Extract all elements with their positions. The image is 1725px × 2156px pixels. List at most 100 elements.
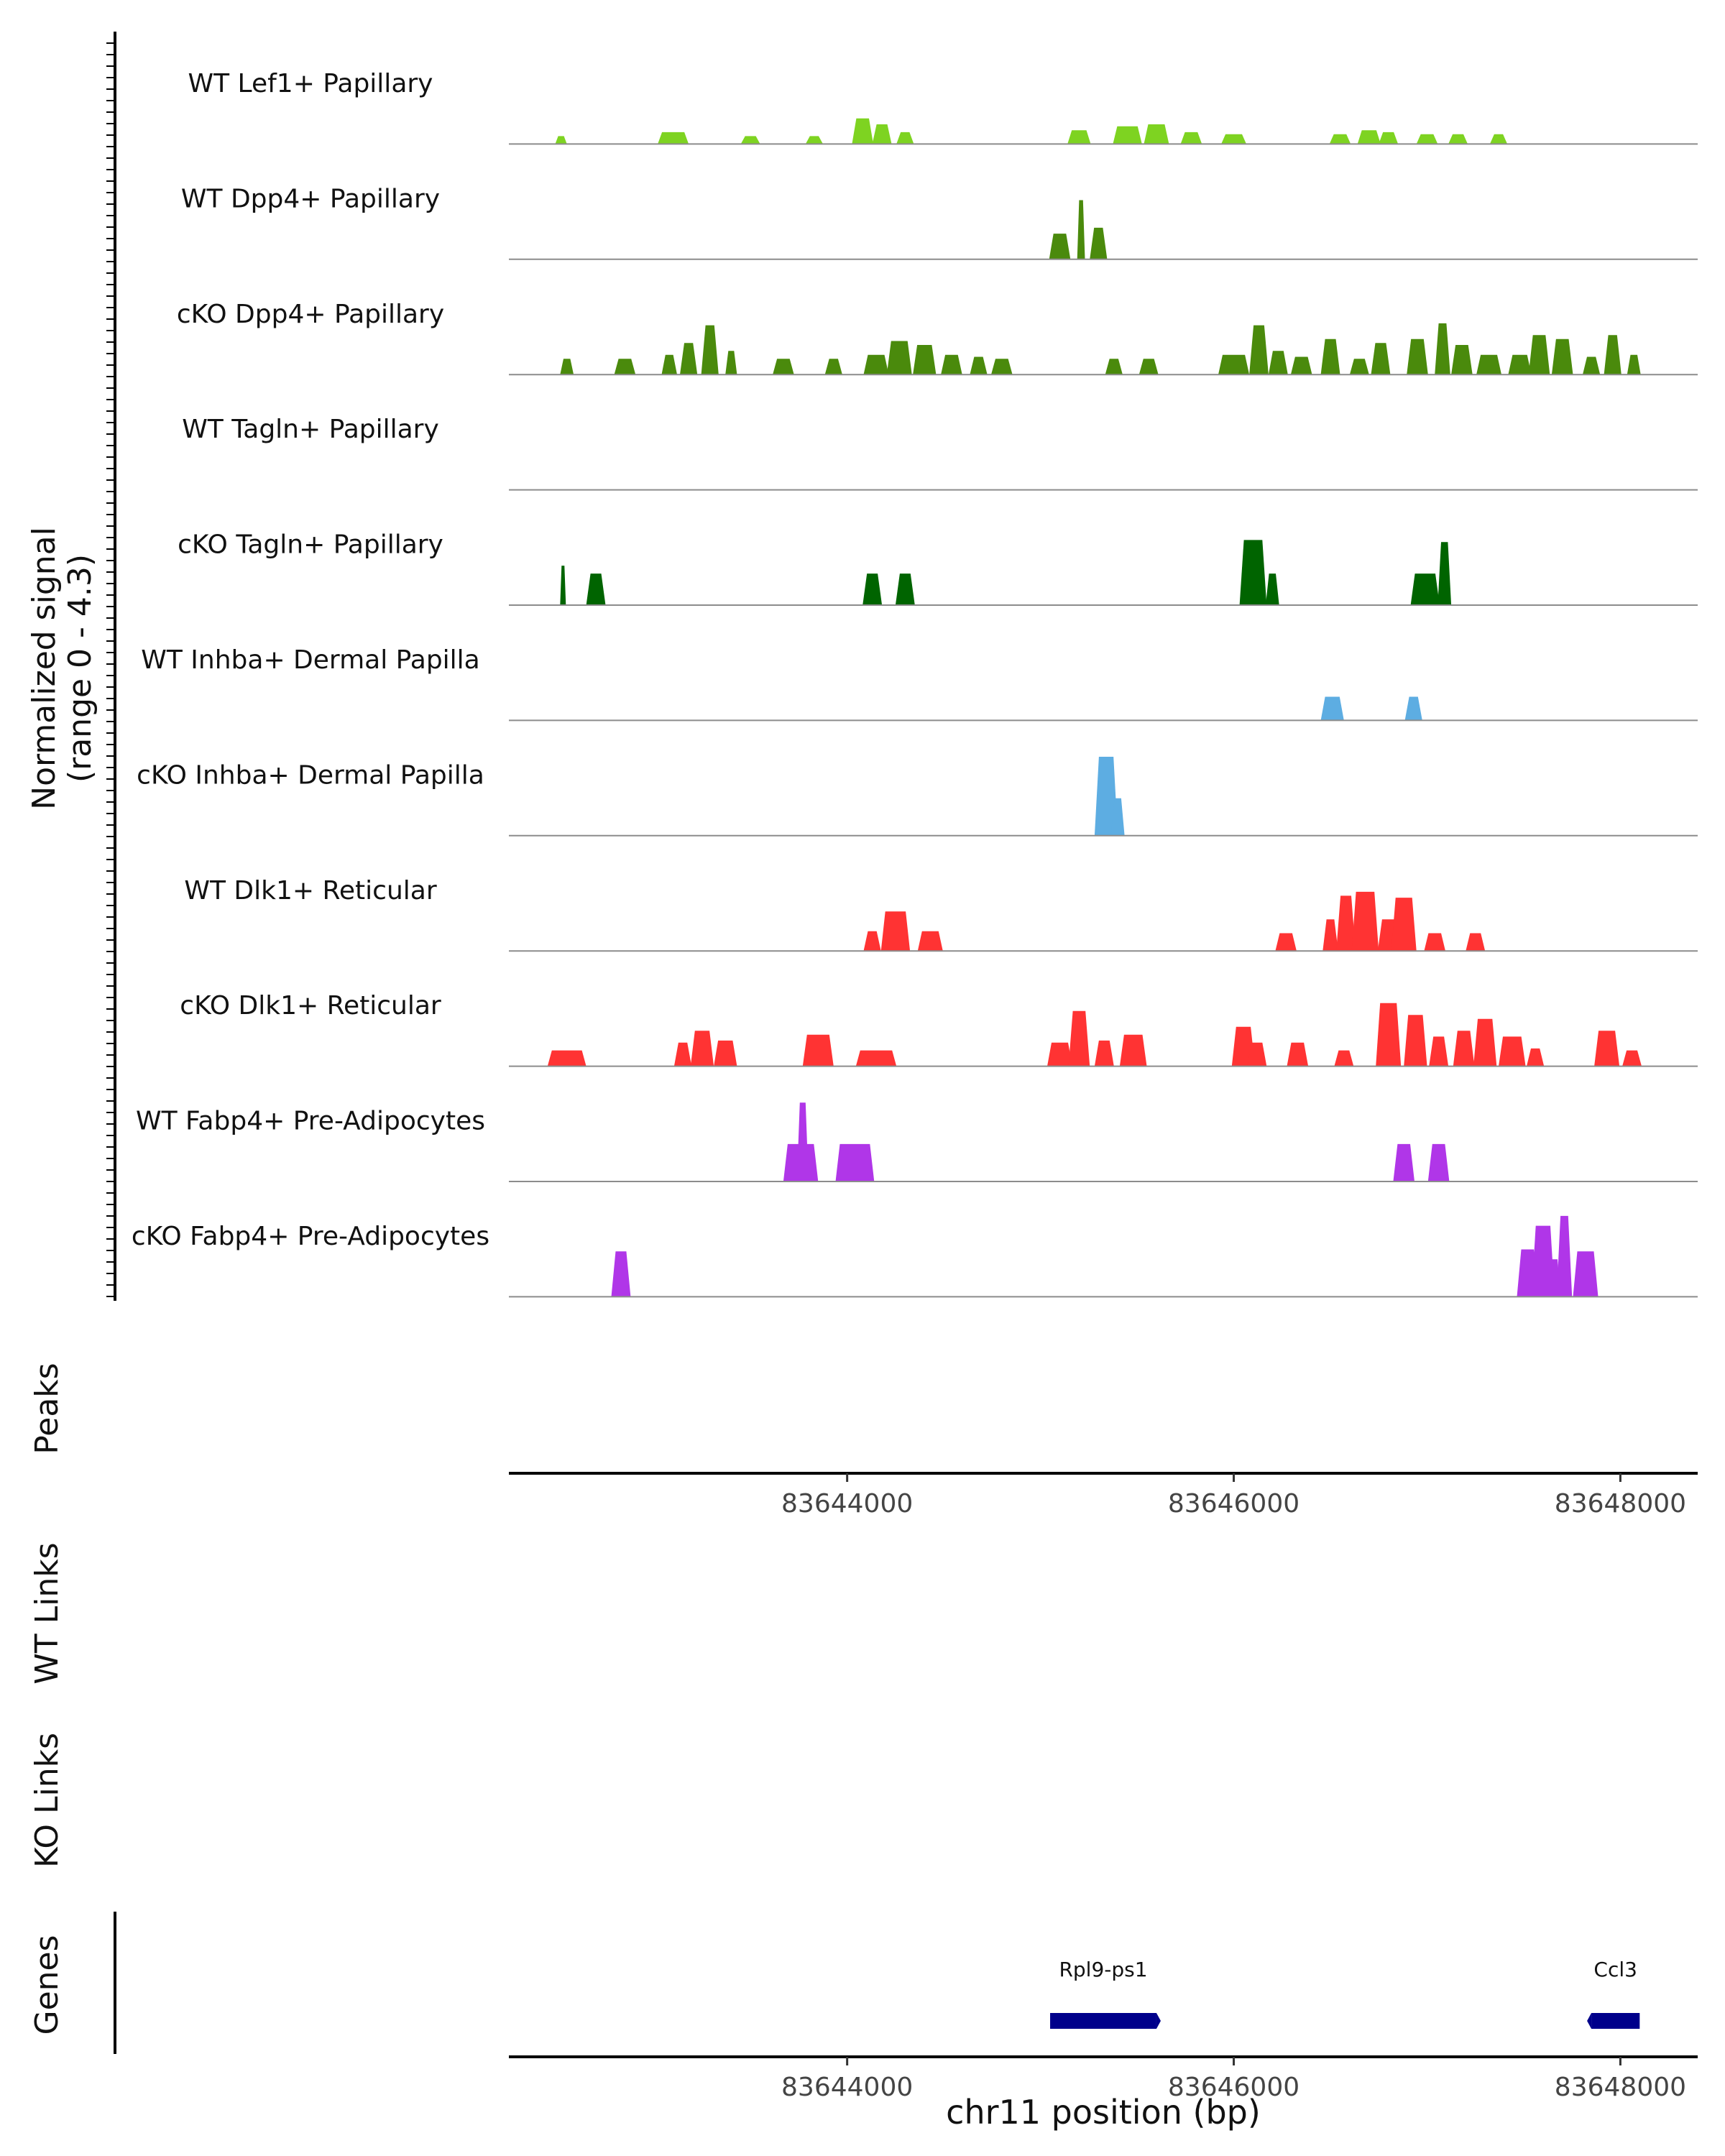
- coverage-peak: [1180, 132, 1202, 144]
- coverage-peak: [917, 931, 943, 952]
- coverage-peak: [941, 354, 962, 375]
- coverage-peak: [1047, 1042, 1072, 1067]
- x-tick-label: 83646000: [1168, 2073, 1300, 2102]
- coverage-peak: [1320, 338, 1340, 375]
- coverage-track: WT Inhba+ Dermal Papilla: [141, 645, 1698, 722]
- coverage-peak: [1424, 933, 1445, 952]
- track-label: cKO Fabp4+ Pre-Adipocytes: [132, 1222, 489, 1251]
- coverage-peak: [796, 1102, 809, 1181]
- coverage-peak: [1376, 1003, 1402, 1067]
- coverage-track: cKO Dpp4+ Papillary: [177, 300, 1698, 376]
- coverage-peak: [1622, 1050, 1642, 1067]
- coverage-peak: [773, 359, 794, 375]
- gene-strand-arrow: [1156, 2013, 1161, 2029]
- coverage-peak: [1489, 134, 1508, 144]
- coverage-peak: [673, 1042, 692, 1067]
- coverage-peak: [1094, 1040, 1114, 1067]
- coverage-peak: [1105, 359, 1123, 375]
- track-label: cKO Dpp4+ Papillary: [177, 300, 444, 329]
- signal-axis-range-label: (range 0 - 4.3): [62, 554, 98, 783]
- coverage-peak: [680, 343, 698, 375]
- gene-label: Ccl3: [1593, 1958, 1637, 1981]
- gene-annotations: Rpl9-ps1 Ccl3: [1050, 1958, 1640, 2029]
- coverage-peak: [1527, 1048, 1545, 1067]
- gene-model: Ccl3: [1587, 1958, 1640, 2029]
- x-axis-title: chr11 position (bp): [946, 2093, 1261, 2132]
- peaks-panel-label: Peaks: [29, 1363, 65, 1454]
- track-label: WT Lef1+ Papillary: [188, 69, 433, 98]
- coverage-peak: [1556, 1215, 1573, 1297]
- coverage-peak: [1239, 540, 1267, 605]
- gene-exon: [1050, 2013, 1156, 2029]
- coverage-peak: [1067, 130, 1091, 144]
- genes-x-axis: 83644000 83646000 83648000: [781, 2057, 1686, 2102]
- coverage-peak: [863, 931, 881, 952]
- coverage-peak: [1090, 227, 1108, 259]
- track-label: WT Dpp4+ Papillary: [181, 184, 440, 213]
- coverage-peak: [1476, 354, 1501, 375]
- coverage-peak: [661, 354, 677, 375]
- x-tick-label: 83644000: [781, 2073, 913, 2102]
- coverage-peak: [1594, 1031, 1620, 1067]
- coverage-peak: [1410, 573, 1440, 605]
- coverage-peak: [852, 118, 873, 144]
- coverage-peak: [1508, 354, 1532, 375]
- coverage-peak: [1068, 1010, 1090, 1067]
- coverage-track: WT Tagln+ Papillary: [182, 415, 1698, 491]
- coverage-peak: [862, 573, 883, 605]
- coverage-peak: [1404, 1015, 1427, 1067]
- coverage-peak: [1218, 354, 1250, 375]
- coverage-peak: [872, 124, 892, 144]
- coverage-peak: [586, 573, 606, 605]
- coverage-peak: [1551, 338, 1573, 375]
- track-label: cKO Inhba+ Dermal Papilla: [137, 760, 484, 790]
- coverage-peak: [1287, 1042, 1309, 1067]
- gene-model: Rpl9-ps1: [1050, 1958, 1161, 2029]
- coverage-peak: [1049, 234, 1071, 259]
- coverage-peak: [658, 132, 689, 144]
- coverage-peak: [1077, 200, 1085, 259]
- coverage-peak: [1448, 134, 1468, 144]
- coverage-peak: [1322, 919, 1338, 952]
- coverage-peak: [1391, 898, 1417, 952]
- signal-axis-label: Normalized signal: [26, 527, 63, 810]
- coverage-peak: [1371, 343, 1391, 375]
- coverage-track: WT Dpp4+ Papillary: [181, 184, 1698, 260]
- wt-links-panel-label: WT Links: [29, 1542, 65, 1684]
- coverage-peak: [802, 1034, 834, 1067]
- x-tick-label: 83644000: [781, 1489, 913, 1519]
- coverage-peak: [611, 1251, 631, 1297]
- coverage-peak: [701, 325, 719, 375]
- coverage-peak: [863, 354, 889, 375]
- x-tick-label: 83648000: [1555, 2073, 1686, 2102]
- coverage-peak: [1438, 542, 1452, 605]
- coverage-track: WT Dlk1+ Reticular: [184, 876, 1698, 952]
- coverage-peak: [555, 136, 567, 144]
- signal-axis-ticks: [106, 42, 115, 1297]
- track-label: cKO Tagln+ Papillary: [178, 530, 443, 560]
- coverage-track: cKO Inhba+ Dermal Papilla: [137, 757, 1698, 837]
- coverage-peak: [1138, 359, 1159, 375]
- genes-panel-label: Genes: [29, 1935, 65, 2035]
- track-label: WT Fabp4+ Pre-Adipocytes: [136, 1107, 485, 1136]
- coverage-peak: [1320, 696, 1344, 721]
- coverage-peak: [1265, 573, 1279, 605]
- gene-label: Rpl9-ps1: [1059, 1958, 1147, 1981]
- coverage-peak: [880, 911, 911, 952]
- coverage-peak: [1351, 891, 1379, 952]
- coverage-peak: [1379, 132, 1399, 144]
- coverage-peak: [1247, 1042, 1267, 1067]
- coverage-peak: [1573, 1251, 1598, 1297]
- coverage-peak: [970, 356, 988, 375]
- gene-exon: [1591, 2013, 1640, 2029]
- coverage-track: cKO Dlk1+ Reticular: [180, 991, 1698, 1067]
- coverage-peak: [886, 341, 912, 375]
- coverage-peak: [1393, 1143, 1414, 1181]
- coverage-peak: [1268, 351, 1288, 375]
- coverage-peak: [1119, 1034, 1147, 1067]
- x-tick-label: 83646000: [1168, 1489, 1300, 1519]
- coverage-peak: [1583, 356, 1601, 375]
- coverage-peak: [1604, 335, 1622, 375]
- coverage-peak: [1357, 130, 1381, 144]
